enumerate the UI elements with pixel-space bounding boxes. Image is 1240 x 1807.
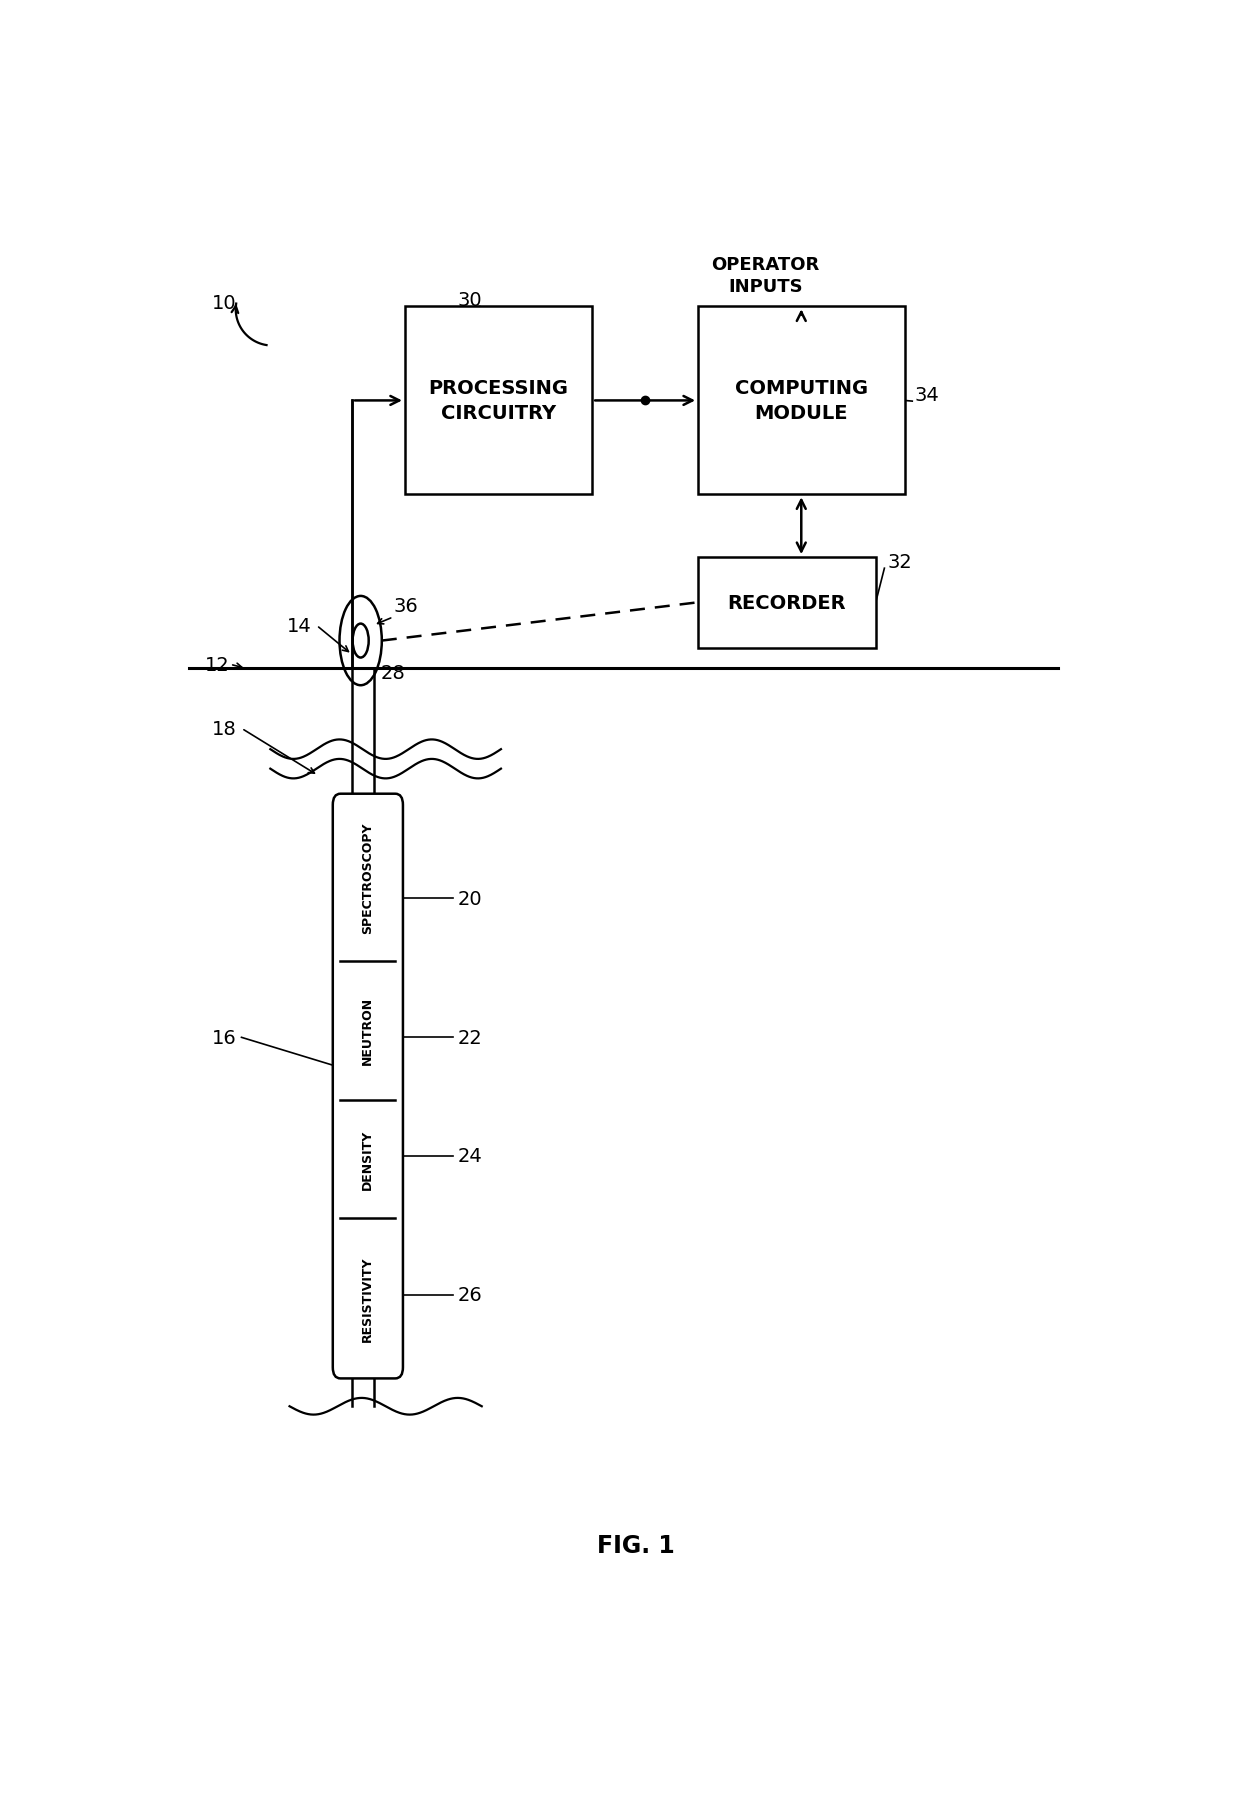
Text: OPERATOR
INPUTS: OPERATOR INPUTS [711, 257, 820, 296]
Text: 30: 30 [458, 291, 482, 309]
Text: PROCESSING
CIRCUITRY: PROCESSING CIRCUITRY [429, 379, 569, 423]
Text: 20: 20 [458, 889, 482, 909]
Text: COMPUTING
MODULE: COMPUTING MODULE [735, 379, 868, 423]
Text: DENSITY: DENSITY [361, 1129, 374, 1189]
Text: 12: 12 [205, 656, 229, 674]
Text: RESISTIVITY: RESISTIVITY [361, 1256, 374, 1341]
Bar [404, 307, 593, 495]
Text: 10: 10 [212, 293, 237, 313]
Text: NEUTRON: NEUTRON [361, 997, 374, 1064]
Text: 16: 16 [212, 1028, 237, 1048]
Bar [698, 307, 904, 495]
Bar [698, 558, 875, 649]
Text: RECORDER: RECORDER [728, 593, 846, 613]
FancyBboxPatch shape [332, 795, 403, 1379]
Text: 28: 28 [381, 663, 405, 683]
Text: 32: 32 [888, 553, 913, 571]
Text: 26: 26 [458, 1285, 482, 1305]
Text: 22: 22 [458, 1028, 482, 1048]
Text: SPECTROSCOPY: SPECTROSCOPY [361, 822, 374, 934]
Text: 36: 36 [393, 596, 418, 616]
Text: 18: 18 [212, 719, 237, 739]
Text: FIG. 1: FIG. 1 [596, 1534, 675, 1558]
Text: 14: 14 [286, 616, 311, 636]
Text: 24: 24 [458, 1146, 482, 1166]
Text: 34: 34 [914, 385, 939, 405]
